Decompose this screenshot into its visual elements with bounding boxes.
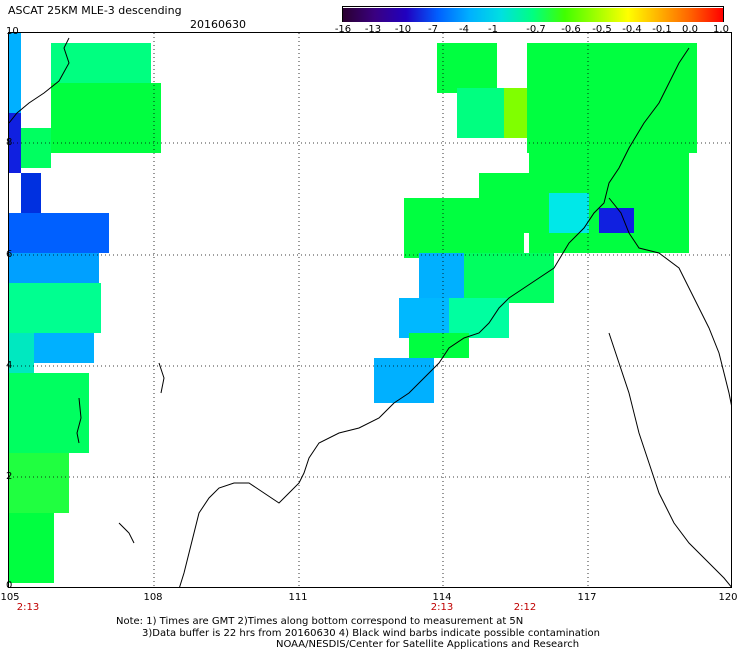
- data-swath-west: [9, 33, 161, 583]
- colorbar-label: 0.0: [682, 24, 698, 35]
- note-line-2: 3)Data buffer is 22 hrs from 20160630 4)…: [142, 628, 600, 639]
- lat-tick-label: 10: [6, 26, 19, 37]
- lat-tick-label: 0: [6, 580, 13, 591]
- colorbar-label: -0.5: [592, 24, 612, 35]
- lon-tick-label: 105: [0, 592, 20, 603]
- pass-time-label: 2:13: [430, 602, 454, 613]
- colorbar-label: -0.7: [526, 24, 546, 35]
- data-swath-east: [374, 43, 697, 403]
- note-line-3: NOAA/NESDIS/Center for Satellite Applica…: [276, 639, 580, 650]
- colorbar-labels: -16 -13 -10 -7 -4 -1 -0.7 -0.6 -0.5 -0.4…: [330, 24, 740, 38]
- lon-tick-label: 108: [143, 592, 163, 603]
- colorbar-label: -10: [394, 24, 412, 35]
- colorbar: [342, 6, 724, 22]
- colorbar-label: -13: [364, 24, 382, 35]
- colorbar-label: -0.6: [561, 24, 581, 35]
- lon-tick-label: 111: [288, 592, 308, 603]
- map-canvas: [9, 33, 731, 587]
- lat-tick-label: 8: [6, 137, 13, 148]
- colorbar-label: -0.4: [622, 24, 642, 35]
- colorbar-gradient: [343, 8, 723, 22]
- map-date: 20160630: [190, 18, 246, 31]
- map-title: ASCAT 25KM MLE-3 descending: [8, 4, 182, 17]
- lat-tick-label: 4: [6, 360, 13, 371]
- colorbar-label: -0.1: [652, 24, 672, 35]
- pass-time-label: 2:13: [16, 602, 40, 613]
- colorbar-label: -7: [428, 24, 438, 35]
- pass-time-label: 2:12: [513, 602, 537, 613]
- lon-tick-label: 117: [577, 592, 597, 603]
- colorbar-label: 1.0: [713, 24, 729, 35]
- note-line-1: Note: 1) Times are GMT 2)Times along bot…: [116, 616, 524, 627]
- lon-tick-label: 114: [432, 592, 452, 603]
- lat-tick-label: 6: [6, 249, 13, 260]
- map-panel: [8, 32, 732, 588]
- colorbar-label: -1: [488, 24, 498, 35]
- lat-tick-label: 2: [6, 471, 13, 482]
- coastline: [9, 37, 731, 587]
- map-grid: [9, 33, 731, 587]
- lon-tick-label: 120: [718, 592, 738, 603]
- colorbar-label: -4: [459, 24, 469, 35]
- colorbar-label: -16: [334, 24, 352, 35]
- colorbar-fill: [343, 8, 723, 22]
